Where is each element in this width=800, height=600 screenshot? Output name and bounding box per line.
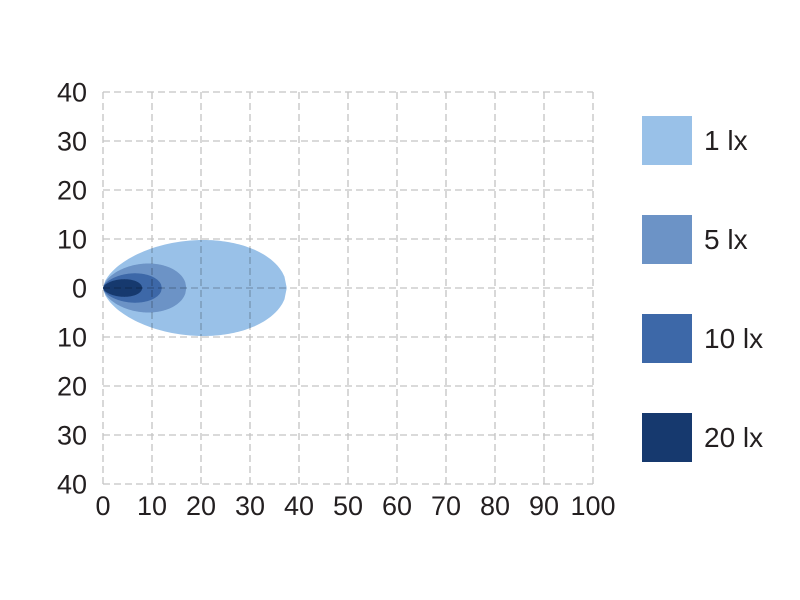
x-tick-label: 100 bbox=[570, 491, 615, 521]
x-tick-label: 10 bbox=[137, 491, 167, 521]
x-tick-label: 40 bbox=[284, 491, 314, 521]
x-tick-label: 50 bbox=[333, 491, 363, 521]
y-tick-label: 0 bbox=[72, 274, 87, 304]
y-tick-label: 10 bbox=[57, 225, 87, 255]
y-tick-label: 20 bbox=[57, 372, 87, 402]
legend-label: 20 lx bbox=[704, 421, 764, 453]
y-tick-label: 30 bbox=[57, 127, 87, 157]
legend-item-5-lx: 5 lx bbox=[642, 215, 763, 264]
x-tick-label: 60 bbox=[382, 491, 412, 521]
legend-item-10-lx: 10 lx bbox=[642, 314, 763, 363]
x-tick-label: 90 bbox=[529, 491, 559, 521]
y-tick-label: 20 bbox=[57, 176, 87, 206]
y-tick-label: 40 bbox=[57, 470, 87, 500]
legend-label: 5 lx bbox=[704, 223, 748, 255]
legend-swatch bbox=[642, 413, 692, 462]
legend: 1 lx 5 lx 10 lx 20 lx bbox=[642, 116, 763, 462]
x-tick-label: 80 bbox=[480, 491, 510, 521]
legend-swatch bbox=[642, 215, 692, 264]
legend-label: 10 lx bbox=[704, 322, 764, 354]
legend-swatch bbox=[642, 116, 692, 165]
legend-item-20-lx: 20 lx bbox=[642, 413, 763, 462]
contour-20-lx bbox=[103, 279, 143, 297]
legend-swatch bbox=[642, 314, 692, 363]
x-tick-label: 20 bbox=[186, 491, 216, 521]
y-tick-label: 10 bbox=[57, 323, 87, 353]
legend-label: 1 lx bbox=[704, 124, 748, 156]
y-tick-label: 30 bbox=[57, 421, 87, 451]
legend-item-1-lx: 1 lx bbox=[642, 116, 763, 165]
grid bbox=[102, 91, 594, 485]
x-tick-label: 30 bbox=[235, 491, 265, 521]
y-tick-label: 40 bbox=[57, 78, 87, 108]
x-tick-label: 70 bbox=[431, 491, 461, 521]
x-tick-label: 0 bbox=[95, 491, 110, 521]
